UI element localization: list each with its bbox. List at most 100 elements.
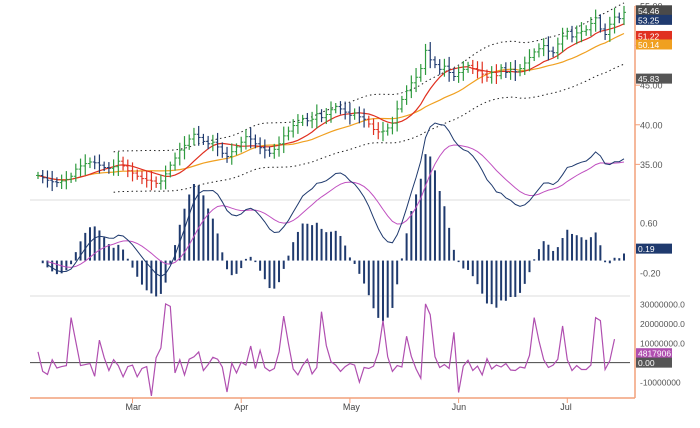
price-bar bbox=[40, 169, 45, 184]
price-bar bbox=[92, 155, 97, 170]
price-bar bbox=[551, 46, 556, 58]
price-bar bbox=[390, 116, 395, 135]
price-tick-label: 35.00 bbox=[640, 160, 663, 170]
price-bar bbox=[154, 176, 159, 188]
price-value-tag: 51.22 bbox=[638, 31, 660, 41]
price-bar bbox=[541, 38, 546, 57]
upper-band-line bbox=[113, 2, 625, 153]
price-bar bbox=[588, 17, 593, 37]
price-bar bbox=[532, 48, 537, 62]
price-bar bbox=[59, 174, 64, 189]
lower-band-line bbox=[113, 63, 625, 193]
oscillator-tick-label: 10000000.0 bbox=[640, 339, 685, 349]
price-bar bbox=[73, 163, 78, 182]
price-tick-label: 45.00 bbox=[640, 81, 663, 91]
price-bar bbox=[527, 49, 532, 72]
oscillator-value-tag-bg bbox=[636, 357, 672, 368]
price-bar bbox=[404, 85, 409, 105]
price-value-tag-bg bbox=[636, 30, 672, 41]
price-bar bbox=[442, 58, 447, 77]
price-bar bbox=[295, 114, 300, 134]
price-bar bbox=[366, 115, 371, 128]
oscillator-line bbox=[37, 302, 616, 396]
price-bar bbox=[499, 64, 504, 80]
month-label: Apr bbox=[234, 402, 248, 412]
price-bar bbox=[206, 135, 211, 150]
price-bar bbox=[50, 170, 55, 192]
price-bar bbox=[121, 156, 126, 171]
price-bar bbox=[253, 134, 258, 149]
price-bar bbox=[201, 133, 206, 145]
price-bar bbox=[210, 134, 215, 152]
price-bar bbox=[546, 36, 551, 61]
month-label: Jun bbox=[452, 402, 467, 412]
price-bar bbox=[574, 25, 579, 45]
price-bar bbox=[371, 118, 376, 135]
price-bar bbox=[489, 66, 494, 84]
price-bar bbox=[196, 125, 201, 146]
price-bar bbox=[248, 127, 253, 149]
price-bar bbox=[508, 61, 513, 80]
price-bar bbox=[229, 143, 234, 165]
price-bar bbox=[437, 59, 442, 75]
price-bar bbox=[385, 123, 390, 136]
price-bar bbox=[470, 59, 475, 75]
price-bar bbox=[310, 111, 315, 129]
price-bar bbox=[54, 177, 59, 188]
price-bar bbox=[579, 22, 584, 43]
price-bar bbox=[555, 37, 560, 60]
price-bar bbox=[347, 102, 352, 125]
price-bar bbox=[243, 129, 248, 150]
price-bar bbox=[475, 61, 480, 79]
price-bar bbox=[329, 101, 333, 123]
price-bar bbox=[418, 64, 423, 82]
price-bar bbox=[300, 114, 305, 126]
oscillator-tick-label: 20000000.0 bbox=[640, 319, 685, 329]
price-bar bbox=[522, 56, 527, 75]
price-bar bbox=[603, 23, 608, 40]
price-bar bbox=[158, 174, 163, 190]
price-bar bbox=[144, 171, 149, 188]
price-bar bbox=[536, 43, 541, 58]
price-bar bbox=[177, 142, 182, 166]
price-bar bbox=[305, 112, 310, 127]
price-bar bbox=[215, 132, 220, 157]
oscillator-value-tag: 0.00 bbox=[638, 358, 655, 368]
price-bar bbox=[116, 151, 121, 177]
price-bar bbox=[560, 27, 565, 53]
price-bar bbox=[338, 101, 343, 115]
price-bar bbox=[125, 159, 130, 178]
price-bar bbox=[333, 103, 338, 114]
price-bar bbox=[36, 171, 40, 180]
price-value-tag-bg bbox=[636, 5, 672, 16]
price-bar bbox=[130, 162, 135, 182]
price-bar bbox=[343, 101, 348, 120]
price-bar bbox=[399, 95, 404, 113]
price-bar bbox=[409, 75, 414, 99]
price-bar bbox=[69, 172, 74, 183]
price-bar bbox=[461, 61, 466, 81]
price-bar bbox=[258, 137, 263, 155]
price-bar bbox=[451, 68, 456, 81]
price-bar bbox=[395, 100, 400, 132]
price-bar bbox=[376, 122, 381, 140]
price-value-tag: 53.25 bbox=[638, 15, 660, 25]
price-bar bbox=[135, 169, 140, 180]
macd-value-tag-bg bbox=[636, 243, 672, 254]
price-bar bbox=[163, 165, 168, 190]
price-bar bbox=[324, 108, 329, 125]
price-bar bbox=[598, 14, 603, 33]
price-bar bbox=[173, 152, 178, 171]
price-bar bbox=[428, 42, 433, 69]
macd-signal-line bbox=[47, 144, 625, 268]
price-bar bbox=[291, 119, 296, 138]
price-bar bbox=[380, 121, 385, 142]
price-bar bbox=[570, 25, 575, 43]
price-bar bbox=[447, 56, 452, 82]
price-bar bbox=[423, 43, 428, 75]
month-label: Mar bbox=[126, 402, 142, 412]
price-bar bbox=[102, 161, 107, 172]
macd-tick-label: 0.60 bbox=[640, 218, 658, 228]
price-bar bbox=[262, 139, 267, 159]
